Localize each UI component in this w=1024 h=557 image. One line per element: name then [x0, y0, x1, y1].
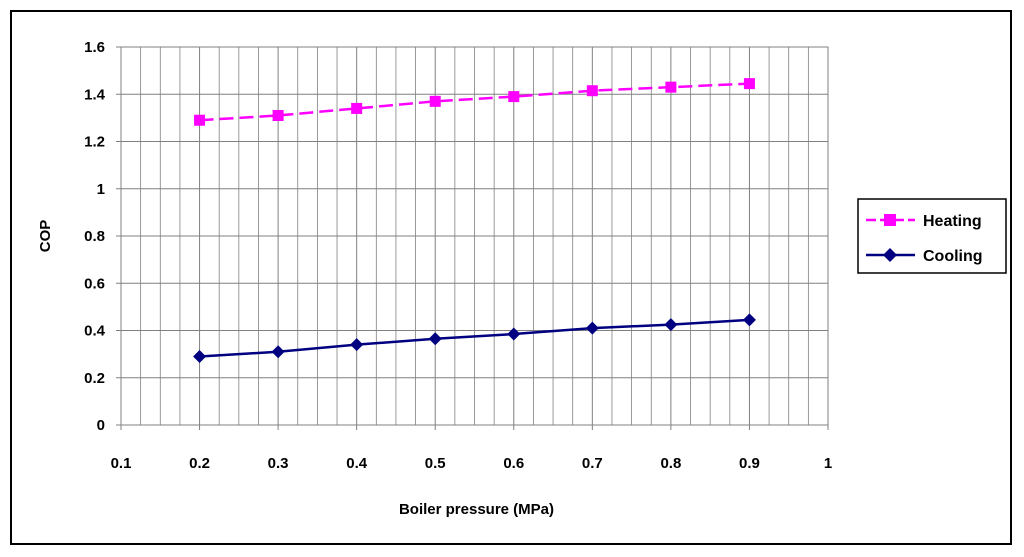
legend-cooling-label: Cooling	[923, 248, 983, 265]
y-tick-label: 0.6	[84, 275, 105, 292]
cooling-point	[193, 349, 207, 363]
x-tick-label: 0.4	[346, 455, 368, 472]
y-axis-label: COP	[37, 220, 54, 253]
x-tick-label: 0.3	[268, 455, 289, 472]
cooling-point	[271, 345, 285, 359]
y-tick-label: 0	[97, 417, 105, 434]
cooling-point	[664, 318, 678, 332]
x-tick-label: 0.1	[111, 455, 132, 472]
x-tick-label: 0.7	[582, 455, 603, 472]
cooling-point	[585, 321, 599, 335]
x-tick-label: 0.8	[660, 455, 681, 472]
y-tick-label: 1.4	[84, 86, 106, 103]
x-tick-label: 1	[824, 455, 832, 472]
legend-cooling-marker	[883, 248, 897, 262]
legend-heating-label: Heating	[923, 213, 982, 230]
legend-box	[857, 198, 1007, 274]
heating-point	[194, 114, 206, 126]
legend: Heating Cooling	[857, 198, 1007, 274]
heating-point	[743, 78, 755, 90]
cooling-point	[350, 338, 364, 352]
heating-point	[429, 95, 441, 107]
y-tick-label: 0.4	[84, 323, 106, 340]
cooling-point	[742, 313, 756, 327]
tick-labels: 0.1 0.2 0.3 0.4 0.5 0.6 0.7 0.8 0.9 1 0 0.2 0.4 0.6 0.…	[84, 39, 832, 472]
x-tick-label: 0.9	[739, 455, 760, 472]
heating-point	[665, 81, 677, 93]
x-tick-label: 0.6	[503, 455, 524, 472]
heating-point	[272, 110, 284, 122]
y-tick-label: 1.6	[84, 39, 105, 56]
heating-line	[199, 82, 750, 122]
series-layer	[193, 78, 756, 363]
heating-point	[351, 102, 363, 114]
x-tick-label: 0.5	[425, 455, 446, 472]
series-cooling	[193, 313, 756, 363]
y-tick-label: 0.2	[84, 370, 105, 387]
heating-point	[586, 85, 598, 97]
y-tick-label: 1.2	[84, 134, 105, 151]
x-axis-label: Boiler pressure (MPa)	[399, 501, 554, 518]
y-tick-label: 0.8	[84, 228, 105, 245]
cooling-line	[199, 318, 750, 358]
legend-heating-marker	[884, 214, 896, 226]
series-heating	[194, 78, 755, 126]
cooling-point	[507, 327, 521, 341]
grid-layer	[121, 47, 828, 425]
cooling-point	[428, 332, 442, 346]
heating-point	[508, 91, 520, 103]
y-tick-label: 1	[97, 181, 105, 198]
x-tick-label: 0.2	[189, 455, 210, 472]
